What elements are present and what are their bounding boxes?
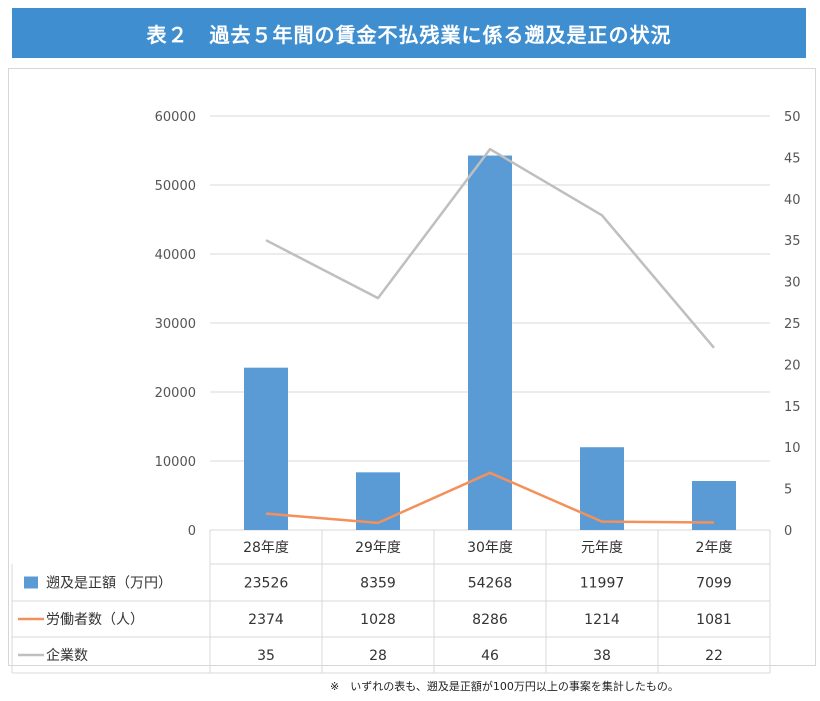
data-value: 11997 (580, 576, 625, 592)
bar (244, 367, 288, 530)
data-value: 35 (257, 648, 275, 664)
y2-tick-label: 20 (784, 358, 801, 373)
x-tick-label: 30年度 (467, 540, 513, 556)
chart-frame (8, 68, 816, 666)
workers-line (265, 471, 715, 525)
legend-label: 遡及是正額（万円） (46, 576, 172, 592)
bar (468, 155, 512, 531)
footnote: ※ いずれの表も、遡及是正額が100万円以上の事案を集計したもの。 (330, 680, 679, 693)
data-value: 54268 (468, 576, 513, 592)
y2-tick-label: 0 (784, 524, 792, 539)
y2-tick-label: 45 (784, 151, 801, 166)
y-tick-label: 30000 (155, 317, 196, 332)
legend-key-bar (24, 576, 38, 589)
y-tick-label: 60000 (155, 110, 196, 125)
data-value: 8359 (360, 576, 396, 592)
y2-tick-label: 50 (784, 110, 801, 125)
x-tick-label: 2年度 (696, 540, 733, 556)
data-value: 2374 (248, 612, 284, 628)
companies-line (265, 147, 715, 349)
data-value: 1214 (584, 612, 620, 628)
y2-tick-label: 25 (784, 317, 801, 332)
y-tick-label: 10000 (155, 455, 196, 470)
data-value: 23526 (244, 576, 289, 592)
legend-label: 企業数 (46, 647, 88, 664)
x-tick-label: 29年度 (355, 540, 401, 556)
data-value: 1028 (360, 612, 396, 628)
y-tick-label: 0 (188, 524, 196, 539)
data-value: 1081 (696, 612, 732, 628)
data-value: 8286 (472, 612, 508, 628)
data-value: 28 (369, 648, 387, 664)
data-value: 7099 (696, 576, 732, 592)
y2-tick-label: 5 (784, 483, 792, 498)
data-value: 22 (705, 648, 723, 664)
y-tick-label: 20000 (155, 386, 196, 401)
data-value: 38 (593, 648, 611, 664)
y2-tick-label: 10 (784, 441, 801, 456)
y-tick-label: 50000 (155, 179, 196, 194)
y2-tick-label: 40 (784, 193, 801, 208)
y2-tick-label: 35 (784, 234, 801, 249)
bar (580, 447, 624, 530)
x-tick-label: 元年度 (581, 540, 623, 556)
bar (356, 472, 400, 530)
y2-tick-label: 30 (784, 276, 801, 291)
data-value: 46 (481, 648, 499, 664)
page-title: 表２ 過去５年間の賃金不払残業に係る遡及是正の状況 (12, 8, 806, 58)
x-tick-label: 28年度 (243, 540, 289, 556)
y2-tick-label: 15 (784, 400, 801, 415)
legend-label: 労働者数（人） (46, 612, 144, 628)
y-tick-label: 40000 (155, 248, 196, 263)
